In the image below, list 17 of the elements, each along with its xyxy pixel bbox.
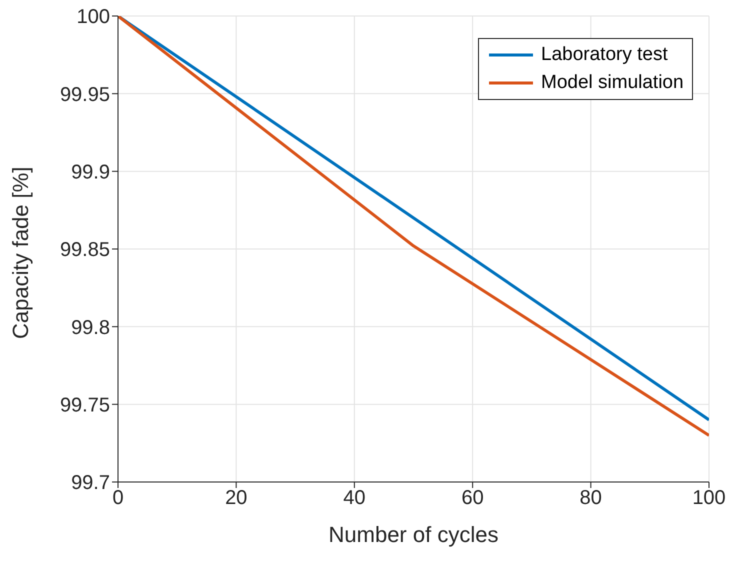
legend-label: Model simulation	[540, 71, 684, 95]
y-tick-label: 99.7	[71, 472, 110, 494]
y-tick-label: 100	[76, 6, 110, 28]
y-tick-label: 99.8	[71, 316, 110, 339]
y-axis-title: Capacity fade [%]	[8, 166, 33, 339]
x-tick-label: 40	[343, 487, 366, 510]
y-tick-label: 99.85	[60, 239, 110, 262]
legend-label: Laboratory test	[540, 43, 669, 67]
x-tick-label: 20	[225, 487, 248, 510]
x-axis-title: Number of cycles	[328, 522, 498, 547]
x-tick-label: 0	[112, 487, 124, 510]
y-tick-label: 99.9	[71, 161, 110, 184]
x-tick-label: 60	[461, 487, 484, 510]
x-tick-label: 80	[580, 487, 602, 510]
y-tick-label: 99.75	[60, 394, 110, 416]
y-tick-label: 99.95	[60, 84, 110, 106]
x-tick-label: 100	[692, 487, 726, 510]
